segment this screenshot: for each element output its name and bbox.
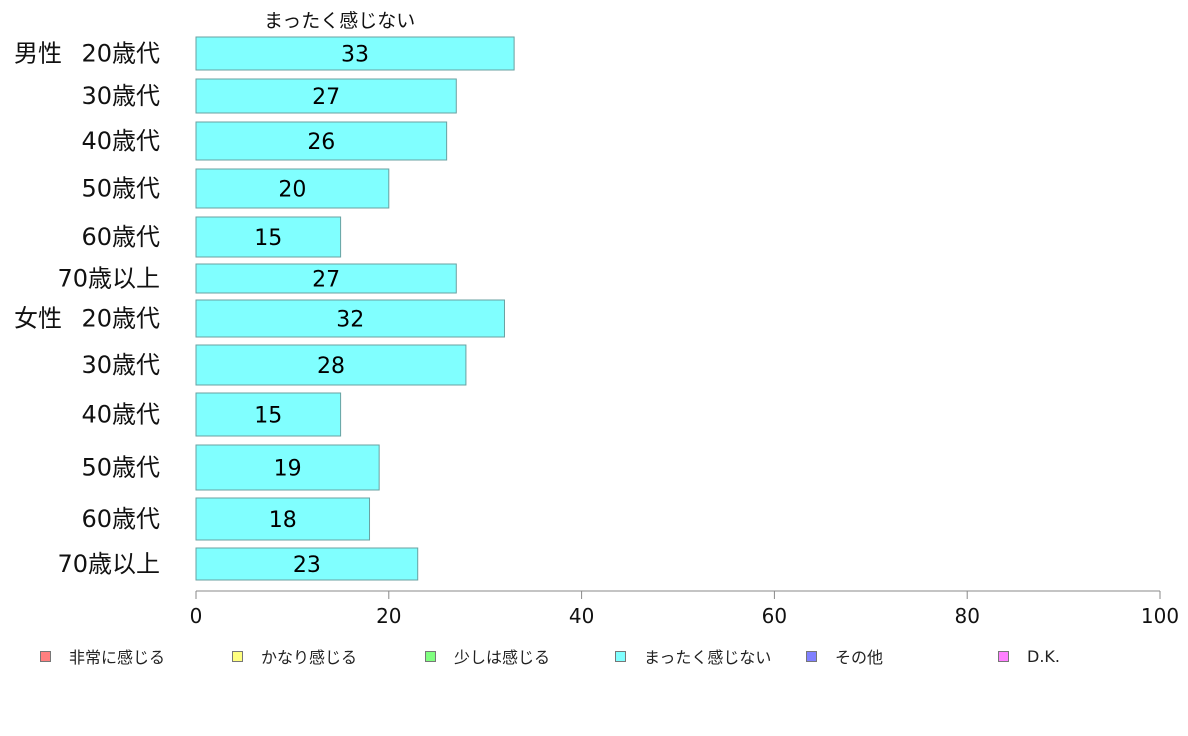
legend-label: まったく感じない <box>644 648 772 667</box>
category-label: 20歳代 <box>81 305 160 333</box>
legend-label: その他 <box>835 648 884 667</box>
legend-item: かなり感じる <box>232 646 358 667</box>
legend-swatch-none <box>615 650 626 662</box>
legend-item: 非常に感じる <box>40 646 166 667</box>
bar-value-label: 27 <box>312 268 340 293</box>
bar <box>195 547 419 581</box>
chart-header: まったく感じない <box>264 10 416 32</box>
group-label: 女性 <box>14 305 62 333</box>
category-label: 70歳以上 <box>57 550 160 578</box>
bar-value-label: 19 <box>274 457 302 482</box>
legend: 非常に感じる かなり感じる 少しは感じる まったく感じない その他 D.K. <box>0 646 1188 667</box>
bar <box>195 168 390 209</box>
bar-value-label: 32 <box>336 308 364 333</box>
legend-swatch-very <box>40 650 51 662</box>
category-label: 40歳代 <box>81 401 160 429</box>
category-label: 50歳代 <box>81 454 160 482</box>
bar-value-label: 15 <box>254 404 282 429</box>
category-label: 50歳代 <box>81 175 160 203</box>
bar-value-label: 15 <box>254 226 282 251</box>
legend-swatch-fairly <box>232 650 243 662</box>
bar-value-label: 33 <box>341 43 369 68</box>
bar-chart: 33 20歳代 27 30歳代 26 40歳代 20 50歳代 15 60歳代 27 70歳以上 32 2… <box>14 36 1179 628</box>
legend-label: 少しは感じる <box>454 648 551 667</box>
category-label: 60歳代 <box>81 505 160 533</box>
x-tick-label: 0 <box>190 604 203 628</box>
bar <box>195 263 457 294</box>
x-tick-label: 60 <box>762 604 787 628</box>
legend-item: その他 <box>806 646 884 667</box>
legend-item: まったく感じない <box>615 646 772 667</box>
bar <box>195 497 371 541</box>
legend-label: D.K. <box>1027 646 1060 666</box>
bar-value-label: 18 <box>269 508 297 533</box>
legend-label: 非常に感じる <box>69 648 166 667</box>
legend-item: D.K. <box>998 646 1060 666</box>
bar <box>195 444 380 491</box>
bar <box>195 299 505 338</box>
x-tick-label: 40 <box>569 604 594 628</box>
bar-value-label: 28 <box>317 354 345 379</box>
bar <box>195 392 342 437</box>
bar <box>195 36 515 71</box>
legend-label: かなり感じる <box>261 648 358 667</box>
x-tick-label: 20 <box>376 604 401 628</box>
bar-value-label: 23 <box>293 553 321 578</box>
bar-value-label: 26 <box>307 130 335 155</box>
bar <box>195 344 467 386</box>
legend-swatch-dk <box>998 650 1009 662</box>
bar <box>195 78 457 114</box>
category-label: 70歳以上 <box>57 265 160 293</box>
category-label: 40歳代 <box>81 127 160 155</box>
legend-swatch-other <box>806 650 817 662</box>
bar-value-label: 27 <box>312 85 340 110</box>
x-tick-label: 80 <box>954 604 979 628</box>
bar <box>195 121 448 161</box>
legend-item: 少しは感じる <box>425 646 551 667</box>
legend-swatch-little <box>425 650 436 662</box>
category-label: 30歳代 <box>81 82 160 110</box>
group-label: 男性 <box>14 40 62 68</box>
bar-value-label: 20 <box>278 178 306 203</box>
category-label: 60歳代 <box>81 223 160 251</box>
x-tick-label: 100 <box>1141 604 1179 628</box>
bar <box>195 216 342 258</box>
category-label: 30歳代 <box>81 351 160 379</box>
category-label: 20歳代 <box>81 40 160 68</box>
